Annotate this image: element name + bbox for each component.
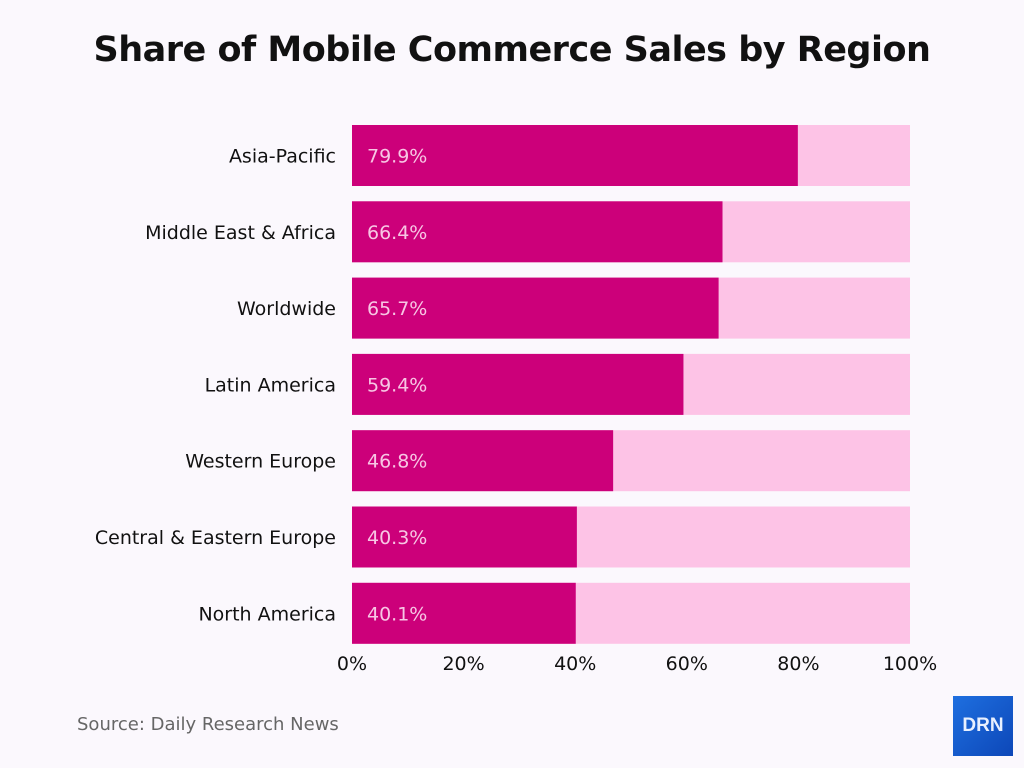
bar xyxy=(352,506,577,568)
category-label: Western Europe xyxy=(185,451,336,473)
category-label: Central & Eastern Europe xyxy=(95,527,336,549)
chart-title: Share of Mobile Commerce Sales by Region xyxy=(93,30,931,70)
category-label: Latin America xyxy=(205,374,336,396)
category-label: Asia-Pacific xyxy=(229,146,336,168)
data-label: 66.4% xyxy=(367,222,427,244)
x-tick-label: 0% xyxy=(337,653,367,675)
bar xyxy=(352,277,719,339)
bar xyxy=(352,201,723,263)
data-label: 59.4% xyxy=(367,374,427,396)
bar xyxy=(352,125,798,186)
bar xyxy=(352,430,614,492)
data-label: 65.7% xyxy=(367,298,427,320)
data-label: 40.1% xyxy=(367,603,427,625)
bar xyxy=(352,353,684,415)
category-label: Worldwide xyxy=(237,298,336,320)
bar xyxy=(352,582,576,644)
drn-logo: DRN xyxy=(953,696,1013,756)
x-tick-label: 100% xyxy=(883,653,937,675)
source-note: Source: Daily Research News xyxy=(77,714,339,735)
x-tick-label: 60% xyxy=(666,653,708,675)
data-label: 46.8% xyxy=(367,451,427,473)
bar-chart: Asia-Pacific 79.9% Middle East & Africa 66.… xyxy=(95,125,937,675)
x-tick-label: 80% xyxy=(777,653,819,675)
data-label: 79.9% xyxy=(367,146,427,168)
category-label: Middle East & Africa xyxy=(145,222,336,244)
x-tick-label: 20% xyxy=(442,653,484,675)
data-label: 40.3% xyxy=(367,527,427,549)
x-tick-label: 40% xyxy=(554,653,596,675)
category-label: North America xyxy=(198,603,336,625)
